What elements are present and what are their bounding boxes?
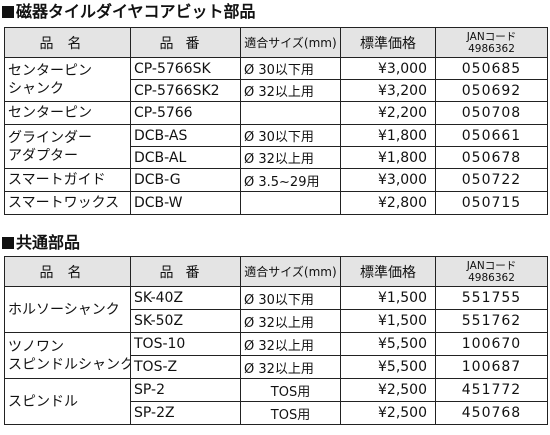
price: ¥5,500 (340, 332, 436, 356)
table-row: センターピン シャンク CP-5766SK Ø 30以下用 ¥3,000 050… (4, 57, 548, 102)
section-marker (2, 6, 14, 18)
product-name: グラインダー アダプター (4, 124, 131, 169)
table-row: SP-2Z TOS用 ¥2,500 450768 (5, 401, 548, 425)
product-code: DCB-G (130, 168, 241, 192)
jan-code: 050678 (435, 146, 548, 169)
col-header-name: 品名 (4, 27, 131, 58)
table-row: TOS-Z Ø 32以上用 ¥5,500 100687 (5, 355, 548, 379)
price: ¥2,500 (340, 378, 436, 402)
product-name: スマートワックス (4, 191, 131, 215)
table-header-row: 品名 品番 適合サイズ(mm) 標準価格 JANコード 4986362 (4, 256, 548, 287)
fit-size: Ø 32以上用 (240, 146, 341, 169)
product-name: スピンドル (4, 378, 131, 425)
price: ¥2,200 (340, 101, 436, 125)
col-header-fit: 適合サイズ(mm) (240, 27, 341, 58)
parts-table-1: 品名 品番 適合サイズ(mm) 標準価格 JANコード 4986362 センター… (4, 27, 548, 215)
price: ¥1,800 (340, 124, 436, 147)
fit-size: Ø 32以上用 (240, 309, 341, 333)
fit-size (240, 101, 341, 125)
fit-size: Ø 30以下用 (240, 286, 341, 310)
product-name: センターピン シャンク (4, 57, 131, 102)
col-header-fit: 適合サイズ(mm) (240, 256, 341, 287)
fit-size: Ø 30以下用 (240, 124, 341, 147)
table-row: センターピン CP-5766 ¥2,200 050708 (4, 101, 548, 125)
col-header-jan: JANコード 4986362 (435, 27, 548, 58)
table-row: スマートガイド DCB-G Ø 3.5~29用 ¥3,000 050722 (4, 168, 548, 192)
fit-size: Ø 32以上用 (240, 355, 341, 379)
table-header-row: 品名 品番 適合サイズ(mm) 標準価格 JANコード 4986362 (4, 27, 548, 58)
jan-code: 450768 (435, 401, 548, 425)
price: ¥3,000 (340, 168, 436, 192)
product-code: DCB-AS (130, 124, 241, 147)
jan-code: 050722 (435, 168, 548, 192)
jan-code: 100687 (435, 355, 548, 379)
col-header-code: 品番 (130, 27, 241, 58)
fit-size: TOS用 (240, 401, 341, 425)
jan-header-line1: JANコード (466, 259, 517, 272)
section1-title: 磁器タイルダイヤコアビット部品 (2, 2, 256, 22)
jan-code: 551755 (435, 286, 548, 310)
price: ¥3,000 (340, 57, 436, 80)
product-name: スマートガイド (4, 168, 131, 192)
product-code: TOS-Z (130, 355, 241, 379)
jan-code: 050661 (435, 124, 548, 147)
table-row: グラインダー アダプター DCB-AS Ø 30以下用 ¥1,800 05066… (4, 124, 548, 169)
jan-header-line2: 4986362 (468, 271, 515, 284)
product-code: DCB-W (130, 191, 241, 215)
product-name: ホルソーシャンク (4, 286, 131, 333)
col-header-price: 標準価格 (340, 256, 436, 287)
fit-size: Ø 32以上用 (240, 332, 341, 356)
table-row: ホルソーシャンク SK-40Z Ø 30以下用 ¥1,500 551755 (4, 286, 548, 333)
section1-title-text: 磁器タイルダイヤコアビット部品 (16, 2, 256, 21)
product-code: TOS-10 (130, 332, 241, 356)
jan-code: 050715 (435, 191, 548, 215)
table-row: ツノワン スピンドルシャンク TOS-10 Ø 32以上用 ¥5,500 100… (4, 332, 548, 379)
jan-header-line2: 4986362 (468, 42, 515, 55)
product-code: SK-50Z (130, 309, 241, 333)
col-header-jan: JANコード 4986362 (435, 256, 548, 287)
price: ¥1,800 (340, 146, 436, 169)
product-code: SP-2 (130, 378, 241, 402)
jan-header-line1: JANコード (466, 30, 517, 43)
price: ¥2,800 (340, 191, 436, 215)
table-row: スピンドル SP-2 TOS用 ¥2,500 451772 (4, 378, 548, 425)
jan-code: 050708 (435, 101, 548, 125)
section-marker (2, 237, 14, 249)
col-header-name: 品名 (4, 256, 131, 287)
jan-code: 451772 (435, 378, 548, 402)
product-code: SK-40Z (130, 286, 241, 310)
fit-size: TOS用 (240, 378, 341, 402)
jan-code: 100670 (435, 332, 548, 356)
fit-size: Ø 3.5~29用 (240, 168, 341, 192)
product-code: CP-5766SK2 (130, 79, 241, 102)
product-code: CP-5766 (130, 101, 241, 125)
price: ¥5,500 (340, 355, 436, 379)
fit-size (240, 191, 341, 215)
product-name: ツノワン スピンドルシャンク (4, 332, 131, 379)
fit-size: Ø 32以上用 (240, 79, 341, 102)
product-name: センターピン (4, 101, 131, 125)
product-code: DCB-AL (130, 146, 241, 169)
fit-size: Ø 30以下用 (240, 57, 341, 80)
parts-table-2: 品名 品番 適合サイズ(mm) 標準価格 JANコード 4986362 ホルソー… (4, 256, 548, 425)
price: ¥2,500 (340, 401, 436, 425)
col-header-price: 標準価格 (340, 27, 436, 58)
price: ¥1,500 (340, 286, 436, 310)
jan-code: 551762 (435, 309, 548, 333)
price: ¥1,500 (340, 309, 436, 333)
table-row: スマートワックス DCB-W ¥2,800 050715 (4, 191, 548, 215)
jan-code: 050685 (435, 57, 548, 80)
jan-code: 050692 (435, 79, 548, 102)
product-code: CP-5766SK (130, 57, 241, 80)
col-header-code: 品番 (130, 256, 241, 287)
section2-title-text: 共通部品 (16, 233, 81, 252)
product-code: SP-2Z (130, 401, 241, 425)
price: ¥3,200 (340, 79, 436, 102)
section2-title: 共通部品 (2, 233, 80, 253)
table-row: SK-50Z Ø 32以上用 ¥1,500 551762 (5, 309, 548, 333)
